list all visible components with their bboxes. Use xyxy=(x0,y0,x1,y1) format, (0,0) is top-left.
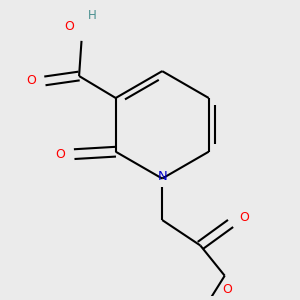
Text: O: O xyxy=(239,211,249,224)
Text: O: O xyxy=(64,20,74,33)
Text: N: N xyxy=(157,169,167,183)
Text: O: O xyxy=(56,148,65,160)
Text: O: O xyxy=(26,74,36,87)
Text: O: O xyxy=(222,283,232,296)
Text: H: H xyxy=(88,9,97,22)
